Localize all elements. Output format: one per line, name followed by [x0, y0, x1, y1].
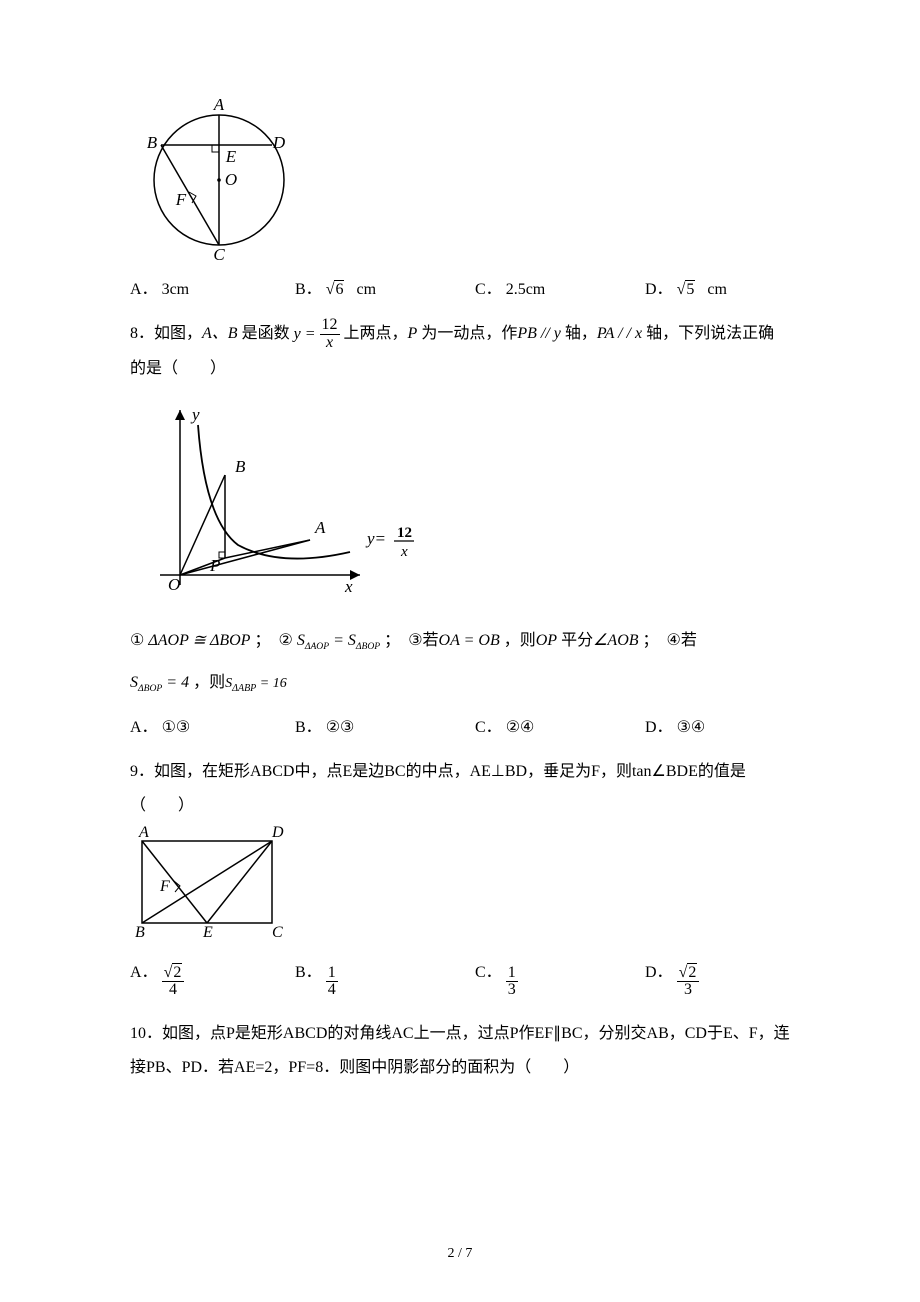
sqrt-expr: √6	[326, 281, 345, 299]
q9-option-A[interactable]: A． √2 4	[130, 958, 295, 1000]
frac: √2 4	[162, 965, 185, 1000]
q7-label-A: A	[213, 95, 225, 114]
option-label: C．	[475, 275, 502, 299]
q8-hyperbola-svg: O y x B A P y= 12 x	[150, 400, 430, 600]
frac: 1 3	[506, 965, 518, 1000]
option-label: C．	[475, 713, 502, 737]
option-text: ③④	[677, 717, 706, 737]
option-label: D．	[645, 275, 673, 299]
q7-figure: A B C D E O F	[134, 90, 790, 265]
q8-eq-den: x	[400, 544, 408, 560]
frac: 1 4	[326, 965, 338, 1000]
q8-statements: ① ΔAOP ≅ ΔBOP ； ② SΔAOP = SΔBOP ； ③若OA =…	[130, 620, 790, 703]
q10-stem: 10．如图，点P是矩形ABCD的对角线AC上一点，过点P作EF∥BC，分别交AB…	[130, 1017, 790, 1084]
option-cm: cm	[707, 281, 727, 299]
option-cm: cm	[356, 281, 376, 299]
q8-option-A[interactable]: A． ①③	[130, 713, 295, 737]
q9-label-F: F	[159, 878, 170, 895]
q9-number: 9．	[130, 763, 154, 780]
option-label: D．	[645, 958, 673, 982]
q9-option-B[interactable]: B． 1 4	[295, 958, 475, 1000]
q7-label-B: B	[147, 133, 158, 152]
q8-option-C[interactable]: C． ②④	[475, 713, 645, 737]
option-text: ②③	[326, 717, 355, 737]
option-text: ①③	[162, 717, 191, 737]
option-label: A．	[130, 275, 158, 299]
q8-figure: O y x B A P y= 12 x	[150, 400, 790, 605]
q7-options: A． 3cm B． √6 cm C． 2.5cm D． √5 cm	[130, 275, 790, 299]
q7-label-C: C	[213, 245, 225, 260]
q8-option-B[interactable]: B． ②③	[295, 713, 475, 737]
q8-number: 8．	[130, 325, 154, 342]
q7-label-O: O	[225, 170, 237, 189]
q9-label-D: D	[271, 824, 284, 841]
q9-rect-svg: A D B C E F	[130, 823, 290, 943]
option-label: A．	[130, 958, 158, 982]
q10-number: 10．	[130, 1025, 162, 1042]
option-label: A．	[130, 713, 158, 737]
q9-option-D[interactable]: D． √2 3	[645, 958, 699, 1000]
q7-circle-svg: A B C D E O F	[134, 90, 294, 260]
frac: √2 3	[677, 965, 700, 1000]
q9-label-C: C	[272, 924, 283, 941]
q7-label-E: E	[225, 147, 237, 166]
q7-option-B[interactable]: B． √6 cm	[295, 275, 475, 299]
q8-label-B: B	[235, 457, 246, 476]
page-container: A B C D E O F A． 3cm B． √6 cm C． 2.5cm D…	[0, 0, 920, 1302]
q7-option-A[interactable]: A． 3cm	[130, 275, 295, 299]
q7-label-F: F	[175, 190, 187, 209]
option-text: 3cm	[162, 281, 190, 299]
q8-label-A: A	[314, 518, 326, 537]
q8-label-O: O	[168, 575, 180, 594]
option-label: C．	[475, 958, 502, 982]
option-label: B．	[295, 713, 322, 737]
q8-option-D[interactable]: D． ③④	[645, 713, 705, 737]
q8-eq-y: y=	[365, 529, 386, 548]
page-number: 2 / 7	[0, 1246, 920, 1262]
q7-option-D[interactable]: D． √5 cm	[645, 275, 727, 299]
option-text: ②④	[506, 717, 535, 737]
sqrt-expr: √5	[677, 281, 696, 299]
q7-label-D: D	[272, 133, 286, 152]
option-text: 2.5cm	[506, 281, 546, 299]
q8-label-x: x	[344, 577, 353, 596]
q8-label-P: P	[209, 556, 220, 575]
q8-stem: 8．如图，A、B 是函数 y = 12x 上两点，P 为一动点，作PB // y…	[130, 317, 790, 385]
q9-figure: A D B C E F	[130, 823, 790, 948]
q9-label-A: A	[138, 824, 149, 841]
q9-label-E: E	[202, 924, 213, 941]
q9-label-B: B	[135, 924, 145, 941]
frac-12-over-x: 12x	[320, 317, 340, 352]
option-label: B．	[295, 275, 322, 299]
q9-option-C[interactable]: C． 1 3	[475, 958, 645, 1000]
q7-option-C[interactable]: C． 2.5cm	[475, 275, 645, 299]
q8-eq-num: 12	[397, 525, 412, 541]
q9-options: A． √2 4 B． 1 4 C． 1 3 D． √2 3	[130, 958, 790, 1000]
option-label: D．	[645, 713, 673, 737]
option-label: B．	[295, 958, 322, 982]
q9-stem: 9．如图，在矩形ABCD中，点E是边BC的中点，AE⊥BD，垂足为F，则tan∠…	[130, 755, 790, 822]
q8-label-y: y	[190, 405, 200, 424]
q8-options: A． ①③ B． ②③ C． ②④ D． ③④	[130, 713, 790, 737]
